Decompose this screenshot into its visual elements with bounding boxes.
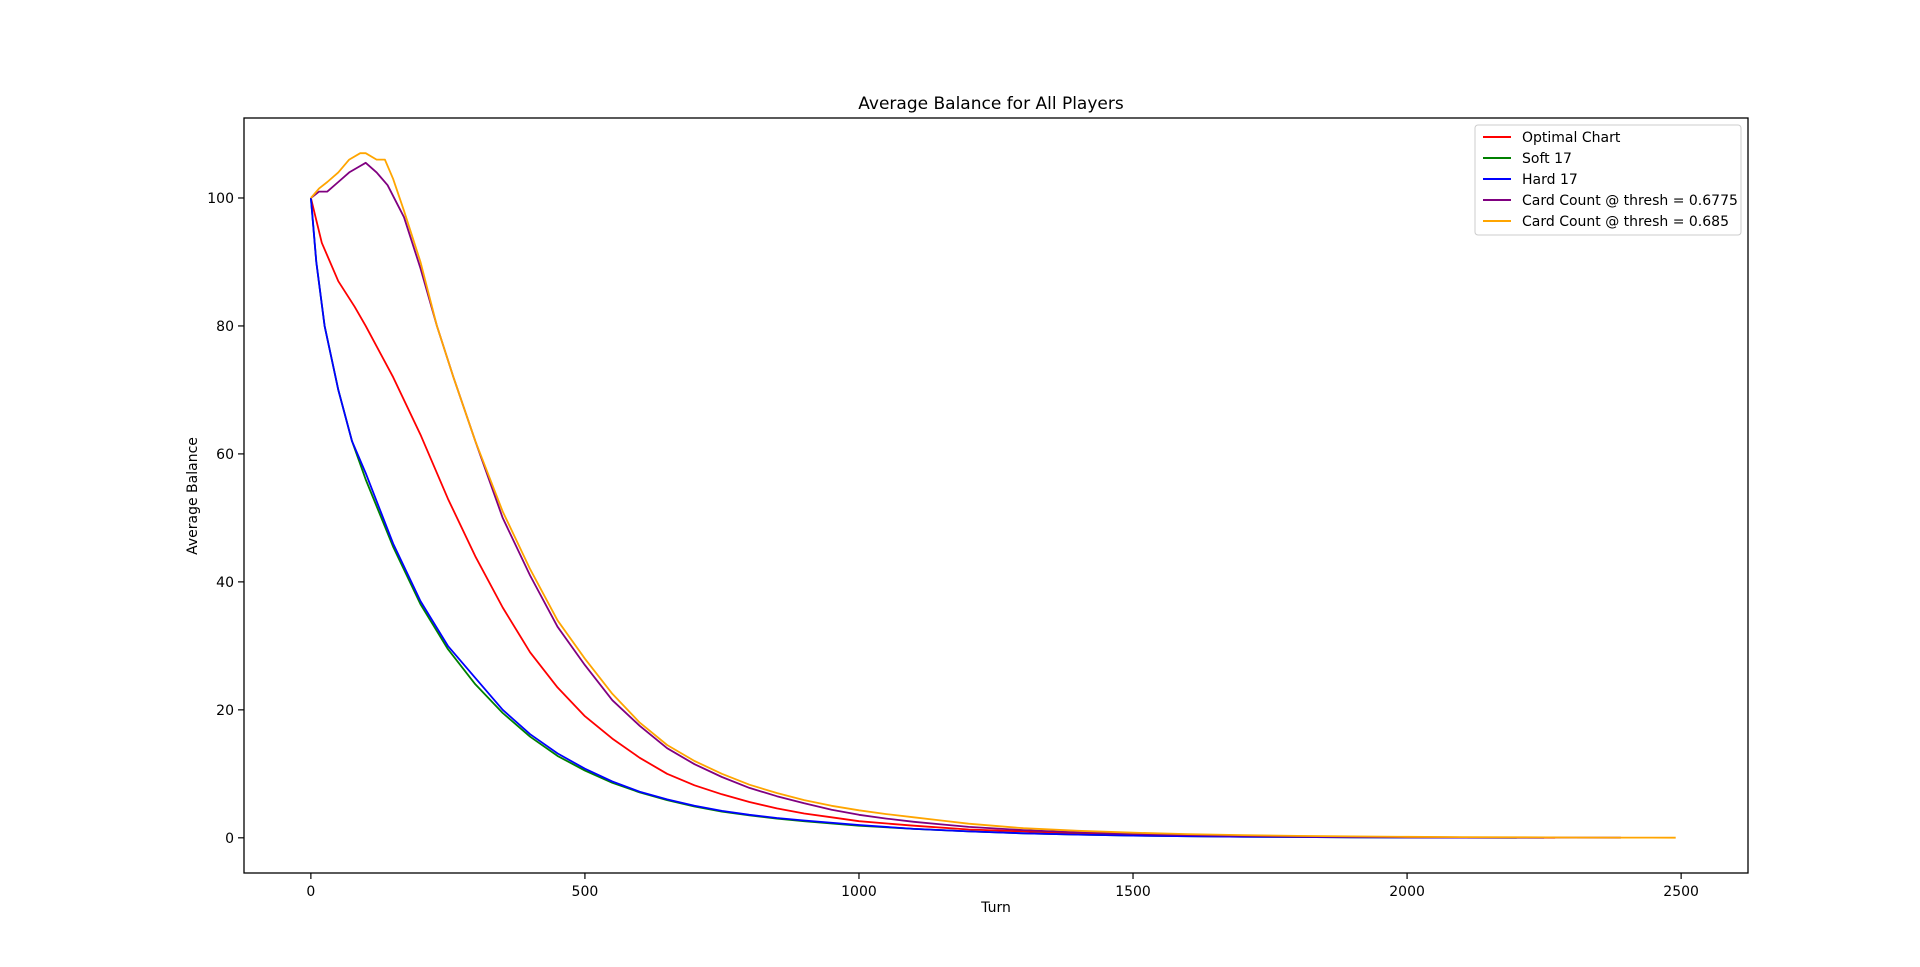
x-tick-label: 500: [572, 884, 599, 900]
legend-label-2: Soft 17: [1522, 151, 1572, 167]
y-tick-label: 40: [216, 575, 234, 591]
y-tick-label: 0: [225, 831, 234, 847]
series-line-5: [310, 152, 1676, 839]
y-axis-label: Average Balance: [185, 437, 201, 555]
x-axis: 0 500 1000 1500 2000 2500: [306, 873, 1699, 900]
y-tick-label: 20: [216, 703, 234, 719]
x-tick-label: 2000: [1389, 884, 1425, 900]
legend-box: [1474, 124, 1742, 236]
y-axis: 0 20 40 60 80 100: [207, 191, 244, 847]
y-tick-label: 80: [216, 319, 234, 335]
series-line-1: [310, 197, 1556, 839]
x-tick-label: 1000: [841, 884, 877, 900]
y-tick-label: 100: [207, 191, 234, 207]
legend-label-5: Card Count @ thresh = 0.685: [1522, 214, 1729, 230]
series-line-2: [310, 197, 1517, 839]
plot-frame: [243, 117, 1749, 874]
legend-label-3: Hard 17: [1522, 172, 1578, 188]
x-axis-label: Turn: [980, 900, 1011, 916]
legend-entries: Optimal Chart Soft 17 Hard 17 Card Count @ …: [1483, 130, 1738, 230]
series-line-4: [310, 161, 1621, 839]
legend: Optimal Chart Soft 17 Hard 17 Card Count @ …: [1474, 124, 1742, 236]
plot-area: [243, 117, 1749, 874]
x-tick-label: 0: [306, 884, 315, 900]
series-layer: [310, 152, 1676, 839]
y-tick-label: 60: [216, 447, 234, 463]
chart-title: Average Balance for All Players: [858, 94, 1124, 114]
legend-label-1: Optimal Chart: [1522, 130, 1621, 146]
x-tick-label: 1500: [1115, 884, 1151, 900]
x-tick-label: 2500: [1663, 884, 1699, 900]
legend-label-4: Card Count @ thresh = 0.6775: [1522, 193, 1738, 209]
series-line-3: [310, 197, 1545, 839]
